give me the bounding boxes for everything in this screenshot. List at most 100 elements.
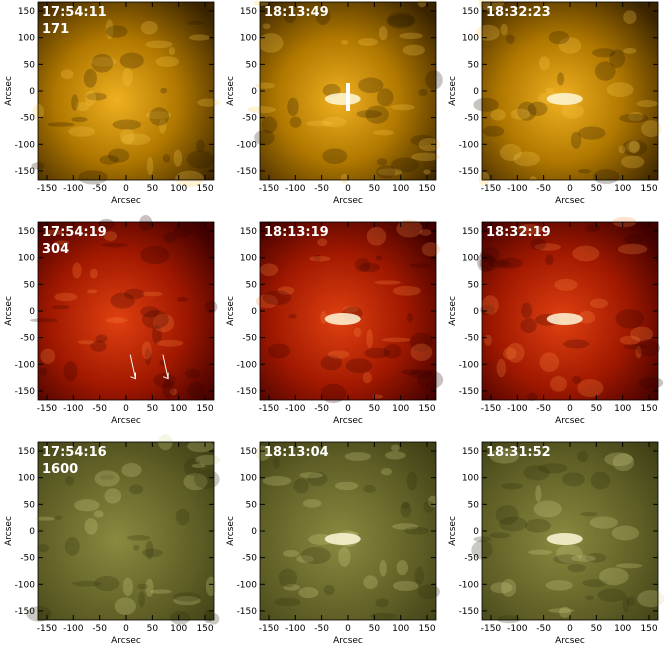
texture: [307, 471, 328, 487]
panel-time: 18:31:52: [486, 445, 551, 460]
x-tick-label: 0: [123, 404, 129, 414]
y-tick-label: 100: [18, 254, 35, 264]
texture: [409, 263, 431, 268]
panel-time: 17:54:11: [42, 5, 107, 20]
texture: [71, 94, 79, 111]
texture: [577, 169, 592, 174]
texture: [392, 523, 419, 530]
texture: [418, 137, 441, 152]
x-axis-label: Arcsec: [333, 196, 363, 206]
texture: [482, 295, 499, 315]
x-tick-label: -150: [37, 624, 58, 634]
x-axis-label: Arcsec: [111, 196, 141, 206]
texture: [259, 263, 279, 277]
texture: [619, 113, 649, 123]
texture: [149, 589, 172, 594]
texture: [570, 131, 582, 149]
panel-time: 17:54:16: [42, 445, 107, 460]
flare: [546, 312, 583, 325]
texture: [396, 560, 409, 576]
texture: [342, 306, 359, 313]
x-tick-label: 50: [591, 184, 603, 194]
texture: [425, 70, 443, 90]
x-tick-label: 150: [196, 184, 213, 194]
texture: [599, 567, 629, 586]
y-tick-label: 150: [462, 447, 479, 457]
x-tick-label: 50: [369, 404, 381, 414]
x-tick-label: -100: [507, 184, 528, 194]
texture: [289, 116, 302, 128]
texture: [622, 595, 630, 613]
texture: [376, 158, 388, 166]
texture: [378, 26, 388, 41]
texture: [495, 505, 519, 525]
texture: [142, 310, 169, 329]
texture: [309, 255, 331, 262]
y-tick-label: 0: [251, 307, 257, 317]
texture: [479, 255, 498, 272]
texture: [500, 23, 508, 36]
texture: [322, 148, 348, 165]
texture: [553, 554, 580, 564]
x-tick-label: -100: [507, 624, 528, 634]
x-tick-label: -100: [63, 184, 84, 194]
solar-image: [260, 222, 436, 400]
texture: [261, 234, 270, 239]
texture: [84, 517, 98, 535]
y-tick-label: 50: [246, 500, 258, 510]
texture: [254, 129, 275, 146]
texture: [582, 579, 608, 587]
x-tick-label: 150: [196, 624, 213, 634]
texture: [615, 563, 643, 569]
texture: [105, 25, 128, 38]
texture: [500, 482, 523, 490]
x-tick-label: 100: [614, 184, 631, 194]
texture: [86, 289, 98, 294]
texture: [414, 566, 424, 585]
texture: [502, 347, 517, 360]
texture: [489, 448, 520, 464]
texture: [377, 168, 403, 176]
texture: [74, 499, 100, 512]
texture: [262, 23, 271, 30]
texture: [550, 376, 567, 392]
texture: [320, 383, 347, 404]
texture: [121, 133, 151, 146]
x-axis-label: Arcsec: [111, 416, 141, 426]
texture: [366, 226, 387, 246]
x-tick-label: 100: [392, 624, 409, 634]
texture: [638, 376, 664, 389]
texture: [510, 108, 531, 120]
channel-label: 1600: [42, 462, 78, 477]
solar-image: [482, 442, 658, 620]
texture: [585, 553, 607, 563]
y-tick-label: -100: [459, 580, 480, 590]
texture: [561, 103, 584, 119]
y-tick-label: 50: [24, 500, 36, 510]
x-tick-label: 150: [640, 184, 657, 194]
texture: [386, 12, 415, 29]
texture: [478, 171, 490, 186]
y-tick-label: -100: [237, 580, 258, 590]
texture: [184, 368, 201, 379]
x-axis-label: Arcsec: [333, 416, 363, 426]
texture: [110, 292, 135, 309]
texture: [145, 111, 172, 120]
flare: [324, 312, 361, 325]
texture: [401, 501, 410, 510]
texture: [338, 547, 351, 567]
texture: [484, 334, 492, 346]
texture: [406, 312, 414, 323]
texture: [187, 381, 205, 399]
texture: [156, 339, 184, 347]
x-axis-label: Arcsec: [333, 636, 363, 646]
texture: [358, 77, 384, 94]
texture: [475, 24, 500, 41]
x-tick-label: -50: [314, 624, 329, 634]
texture: [183, 458, 202, 476]
texture: [29, 318, 59, 323]
texture: [578, 126, 606, 140]
y-tick-label: -50: [242, 334, 257, 344]
texture: [623, 344, 648, 350]
y-tick-label: -150: [459, 387, 480, 397]
